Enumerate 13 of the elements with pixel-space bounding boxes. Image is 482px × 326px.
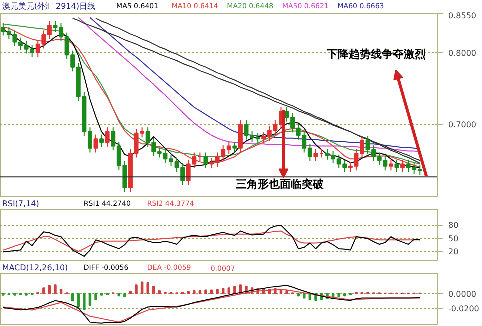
chart-title: 澳元美元(外汇 2914)日线 xyxy=(2,2,96,11)
y-tick-label: 0.0000 xyxy=(448,290,476,299)
y-tick-label: 0.8550 xyxy=(448,12,476,20)
y-tick-label: 50 xyxy=(448,234,459,244)
annotation: 下降趋势线争夺激烈 xyxy=(326,48,426,62)
y-tick-label: 20 xyxy=(448,248,459,257)
annotation: 三角形也面临突破 xyxy=(236,178,326,192)
chart-title: RSI(7,14) xyxy=(2,200,40,208)
y-tick-label: 80 xyxy=(448,221,459,230)
y-tick-label: -0.0200 xyxy=(448,304,480,314)
y-tick-label: 0.7000 xyxy=(448,120,476,130)
y-tick-label: 0.8000 xyxy=(448,48,476,58)
chart-title: MACD(12,26,10) xyxy=(2,264,68,272)
